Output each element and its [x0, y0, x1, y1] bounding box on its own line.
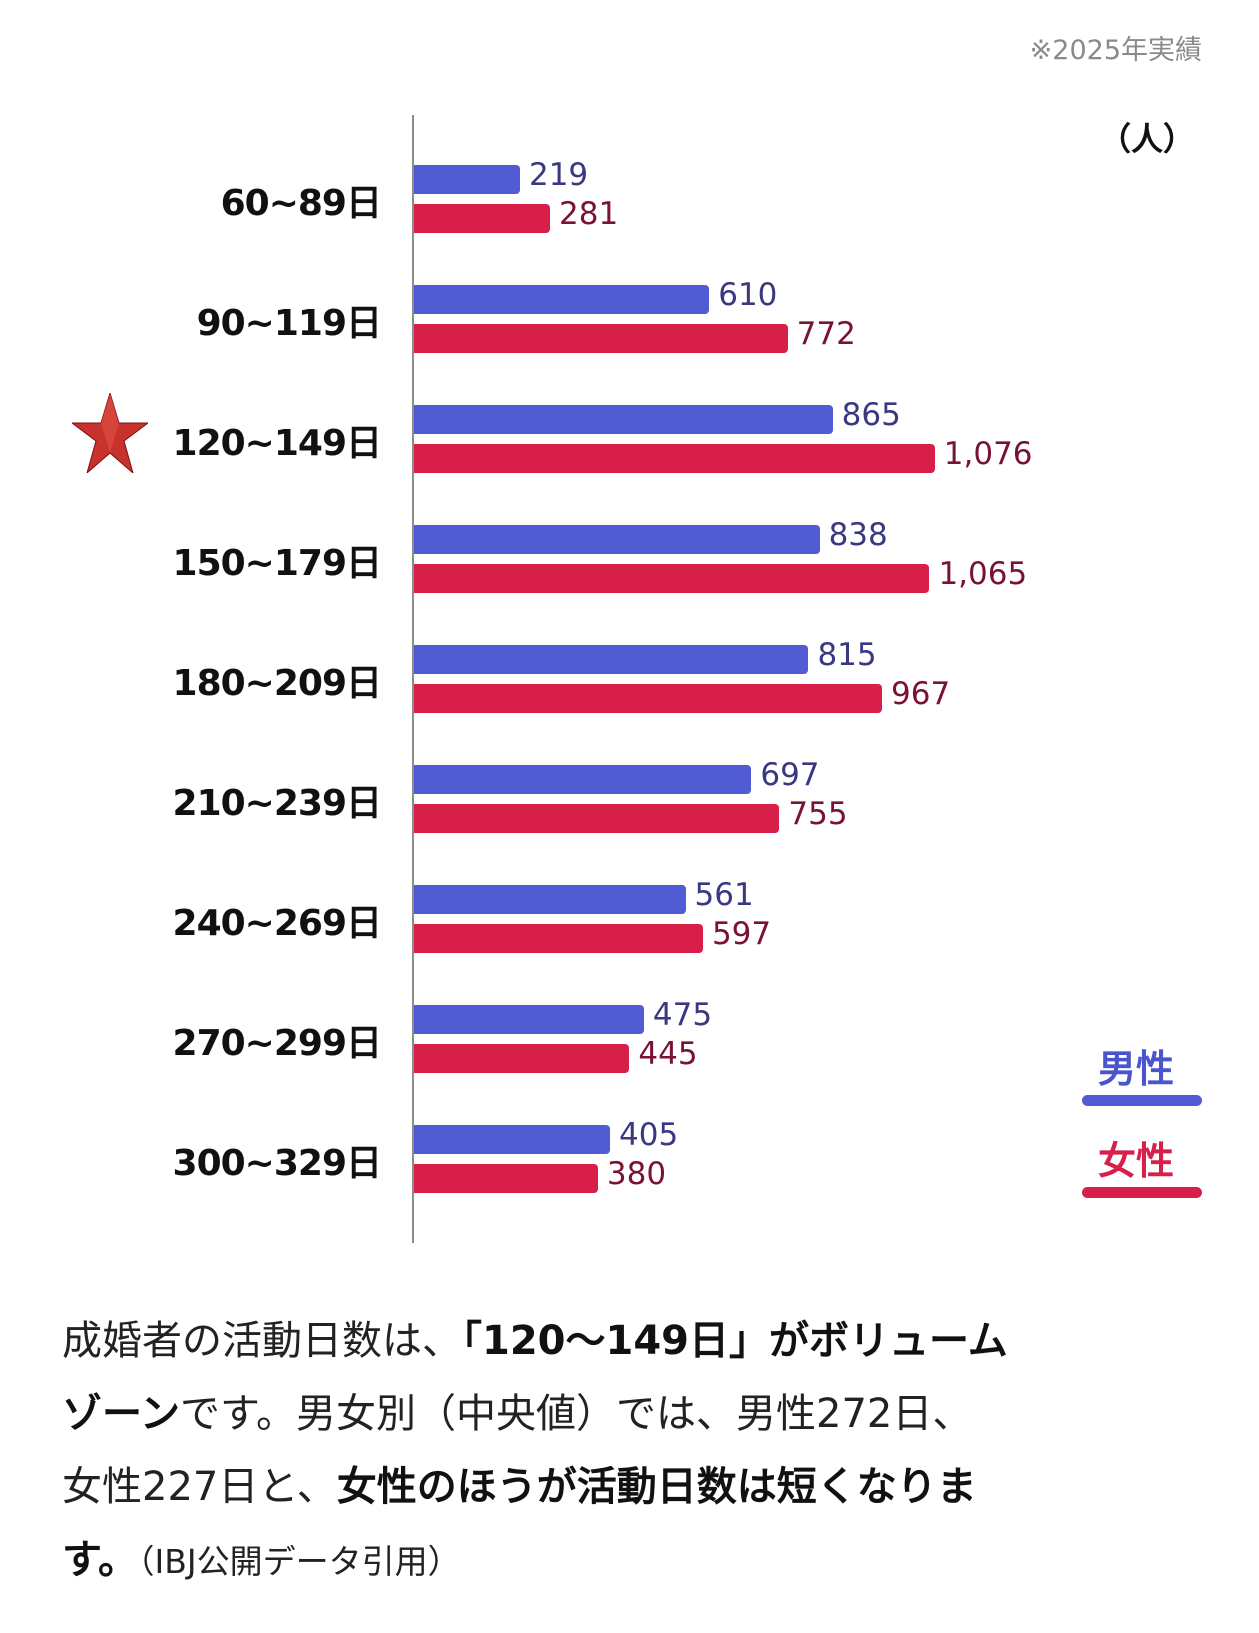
female-bar [414, 204, 550, 233]
female-value-label: 755 [788, 796, 848, 832]
male-bar [414, 645, 809, 674]
female-bar [414, 684, 883, 713]
female-value-label: 597 [711, 916, 772, 952]
data-year-note: ※2025年実績 [1029, 35, 1202, 66]
female-value-label: 1,076 [943, 436, 1033, 472]
female-value-label: 967 [891, 676, 951, 712]
text: です。男女別（中央値）では、男性272日、 [180, 1391, 973, 1437]
female-bar [414, 804, 780, 833]
male-value-label: 697 [760, 757, 820, 793]
female-bar [414, 1044, 630, 1073]
female-bar [414, 564, 930, 593]
emphasis-text: す。 [62, 1537, 138, 1583]
female-value-label: 1,065 [938, 556, 1028, 592]
male-bar [414, 405, 833, 434]
legend-female-label: 女性 [1098, 1139, 1175, 1183]
female-bar [414, 444, 935, 473]
male-bar [414, 765, 752, 794]
category-label: 60~89日 [220, 183, 382, 224]
male-value-label: 405 [619, 1117, 679, 1153]
source-citation: （IBJ公開データ引用） [138, 1542, 461, 1581]
female-value-label: 772 [796, 316, 856, 352]
male-value-label: 610 [718, 277, 778, 313]
category-label: 270~299日 [172, 1023, 382, 1064]
category-label: 240~269日 [172, 903, 382, 944]
legend-male-label: 男性 [1098, 1047, 1175, 1091]
male-bar [414, 1005, 644, 1034]
male-bar [414, 885, 686, 914]
male-value-label: 475 [652, 997, 713, 1033]
summary-paragraph: 成婚者の活動日数は、「120〜149日」がボリューム ゾーンです。男女別（中央値… [62, 1305, 1222, 1598]
emphasis-text: 女性のほうが活動日数は短くなりま [336, 1464, 977, 1510]
female-bar [414, 1164, 598, 1193]
female-bar [414, 924, 703, 953]
emphasis-text: ゾーン [62, 1391, 180, 1437]
male-value-label: 865 [841, 397, 901, 433]
text: 成婚者の活動日数は、 [62, 1318, 462, 1364]
female-value-label: 380 [606, 1156, 667, 1192]
star-icon [72, 393, 148, 473]
y-axis-line [412, 115, 414, 1243]
category-label: 210~239日 [172, 783, 382, 824]
male-bar [414, 1125, 611, 1154]
emphasis-text: 「120〜149日」がボリューム [462, 1318, 1008, 1364]
category-label: 180~209日 [172, 663, 382, 704]
category-label: 90~119日 [196, 303, 382, 344]
male-value-label: 838 [828, 517, 888, 553]
male-bar [414, 285, 710, 314]
category-label: 300~329日 [172, 1143, 382, 1184]
category-label: 150~179日 [172, 543, 382, 584]
male-bar [414, 525, 820, 554]
male-value-label: 561 [694, 877, 754, 913]
male-value-label: 815 [817, 637, 877, 673]
category-label: 120~149日 [172, 423, 382, 464]
text: 女性227日と、 [62, 1464, 337, 1510]
legend-female-swatch [1082, 1187, 1202, 1198]
female-value-label: 445 [638, 1036, 698, 1072]
female-bar [414, 324, 788, 353]
male-value-label: 219 [528, 157, 589, 193]
legend-male-swatch [1082, 1095, 1202, 1106]
unit-label: （人） [1098, 120, 1195, 158]
female-value-label: 281 [559, 196, 619, 232]
male-bar [414, 165, 520, 194]
